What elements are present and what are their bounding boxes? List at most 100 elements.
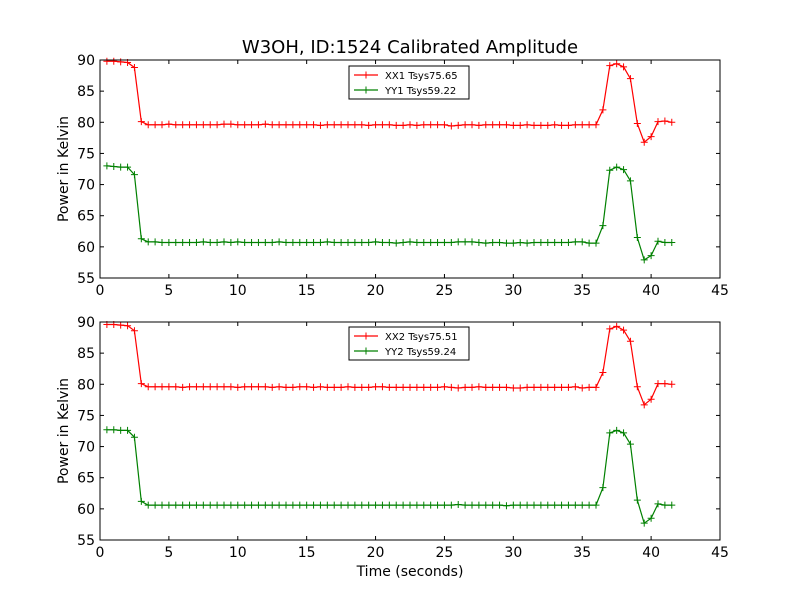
- x-tick-label: 20: [367, 545, 385, 561]
- data-point: [399, 121, 407, 129]
- data-point: [427, 501, 435, 509]
- data-point: [186, 383, 194, 391]
- x-tick-label: 15: [298, 283, 316, 299]
- data-point: [282, 383, 290, 391]
- data-point: [179, 383, 187, 391]
- data-point: [344, 501, 352, 509]
- data-point: [365, 238, 373, 246]
- data-point: [117, 58, 125, 66]
- data-point: [668, 501, 676, 509]
- data-point: [489, 238, 497, 246]
- data-point: [282, 501, 290, 509]
- data-point: [468, 383, 476, 391]
- data-point: [351, 121, 359, 129]
- x-tick-label: 40: [642, 545, 660, 561]
- data-point: [640, 519, 648, 527]
- data-point: [461, 121, 469, 129]
- data-point: [254, 238, 262, 246]
- data-point: [151, 383, 159, 391]
- data-point: [261, 238, 269, 246]
- data-point: [558, 121, 566, 129]
- data-point: [647, 395, 655, 403]
- y-tick-label: 70: [77, 440, 95, 456]
- data-point: [640, 256, 648, 264]
- data-point: [385, 383, 393, 391]
- data-point: [440, 121, 448, 129]
- plot-frame: [99, 59, 721, 279]
- data-point: [206, 383, 214, 391]
- data-point: [585, 501, 593, 509]
- data-point: [261, 120, 269, 128]
- data-point: [544, 501, 552, 509]
- data-point: [399, 383, 407, 391]
- data-point: [592, 239, 600, 247]
- data-point: [434, 238, 442, 246]
- data-point: [434, 501, 442, 509]
- data-point: [241, 383, 249, 391]
- y-tick-label: 90: [77, 53, 95, 69]
- data-point: [316, 501, 324, 509]
- data-point: [316, 238, 324, 246]
- x-tick-label: 20: [367, 283, 385, 299]
- data-point: [144, 121, 152, 129]
- data-point: [378, 121, 386, 129]
- data-point: [434, 121, 442, 129]
- data-point: [365, 121, 373, 129]
- data-point: [303, 501, 311, 509]
- data-point: [661, 238, 669, 246]
- legend-marker: [362, 86, 370, 94]
- data-point: [392, 501, 400, 509]
- data-point: [144, 501, 152, 509]
- data-point: [137, 118, 145, 126]
- data-point: [640, 401, 648, 409]
- data-point: [192, 121, 200, 129]
- data-point: [316, 121, 324, 129]
- data-point: [130, 327, 138, 335]
- data-point: [323, 238, 331, 246]
- data-point: [502, 383, 510, 391]
- data-point: [358, 121, 366, 129]
- data-point: [337, 383, 345, 391]
- data-point: [213, 238, 221, 246]
- data-point: [186, 238, 194, 246]
- x-tick-label: 30: [504, 545, 522, 561]
- data-point: [447, 501, 455, 509]
- data-point: [365, 383, 373, 391]
- y-tick-label: 90: [77, 315, 95, 331]
- data-point: [351, 383, 359, 391]
- data-point: [668, 118, 676, 126]
- data-point: [248, 121, 256, 129]
- data-point: [558, 238, 566, 246]
- data-point: [378, 501, 386, 509]
- data-point: [599, 484, 607, 492]
- data-point: [571, 238, 579, 246]
- data-point: [620, 326, 628, 334]
- data-point: [647, 133, 655, 141]
- data-point: [358, 383, 366, 391]
- data-point: [620, 429, 628, 437]
- data-point: [482, 239, 490, 247]
- data-point: [537, 121, 545, 129]
- data-point: [151, 121, 159, 129]
- data-point: [633, 383, 641, 391]
- data-point: [564, 501, 572, 509]
- data-point: [427, 238, 435, 246]
- x-tick-label: 25: [436, 545, 454, 561]
- data-point: [468, 121, 476, 129]
- data-point: [220, 383, 228, 391]
- data-point: [296, 501, 304, 509]
- data-point: [337, 121, 345, 129]
- data-point: [344, 121, 352, 129]
- data-point: [103, 426, 111, 434]
- data-point: [310, 238, 318, 246]
- data-point: [103, 57, 111, 65]
- y-axis-label: Power in Kelvin: [56, 378, 72, 484]
- data-point: [144, 383, 152, 391]
- data-point: [310, 121, 318, 129]
- data-point: [413, 121, 421, 129]
- x-tick-label: 15: [298, 545, 316, 561]
- data-point: [461, 238, 469, 246]
- data-point: [296, 121, 304, 129]
- data-point: [551, 501, 559, 509]
- data-point: [551, 383, 559, 391]
